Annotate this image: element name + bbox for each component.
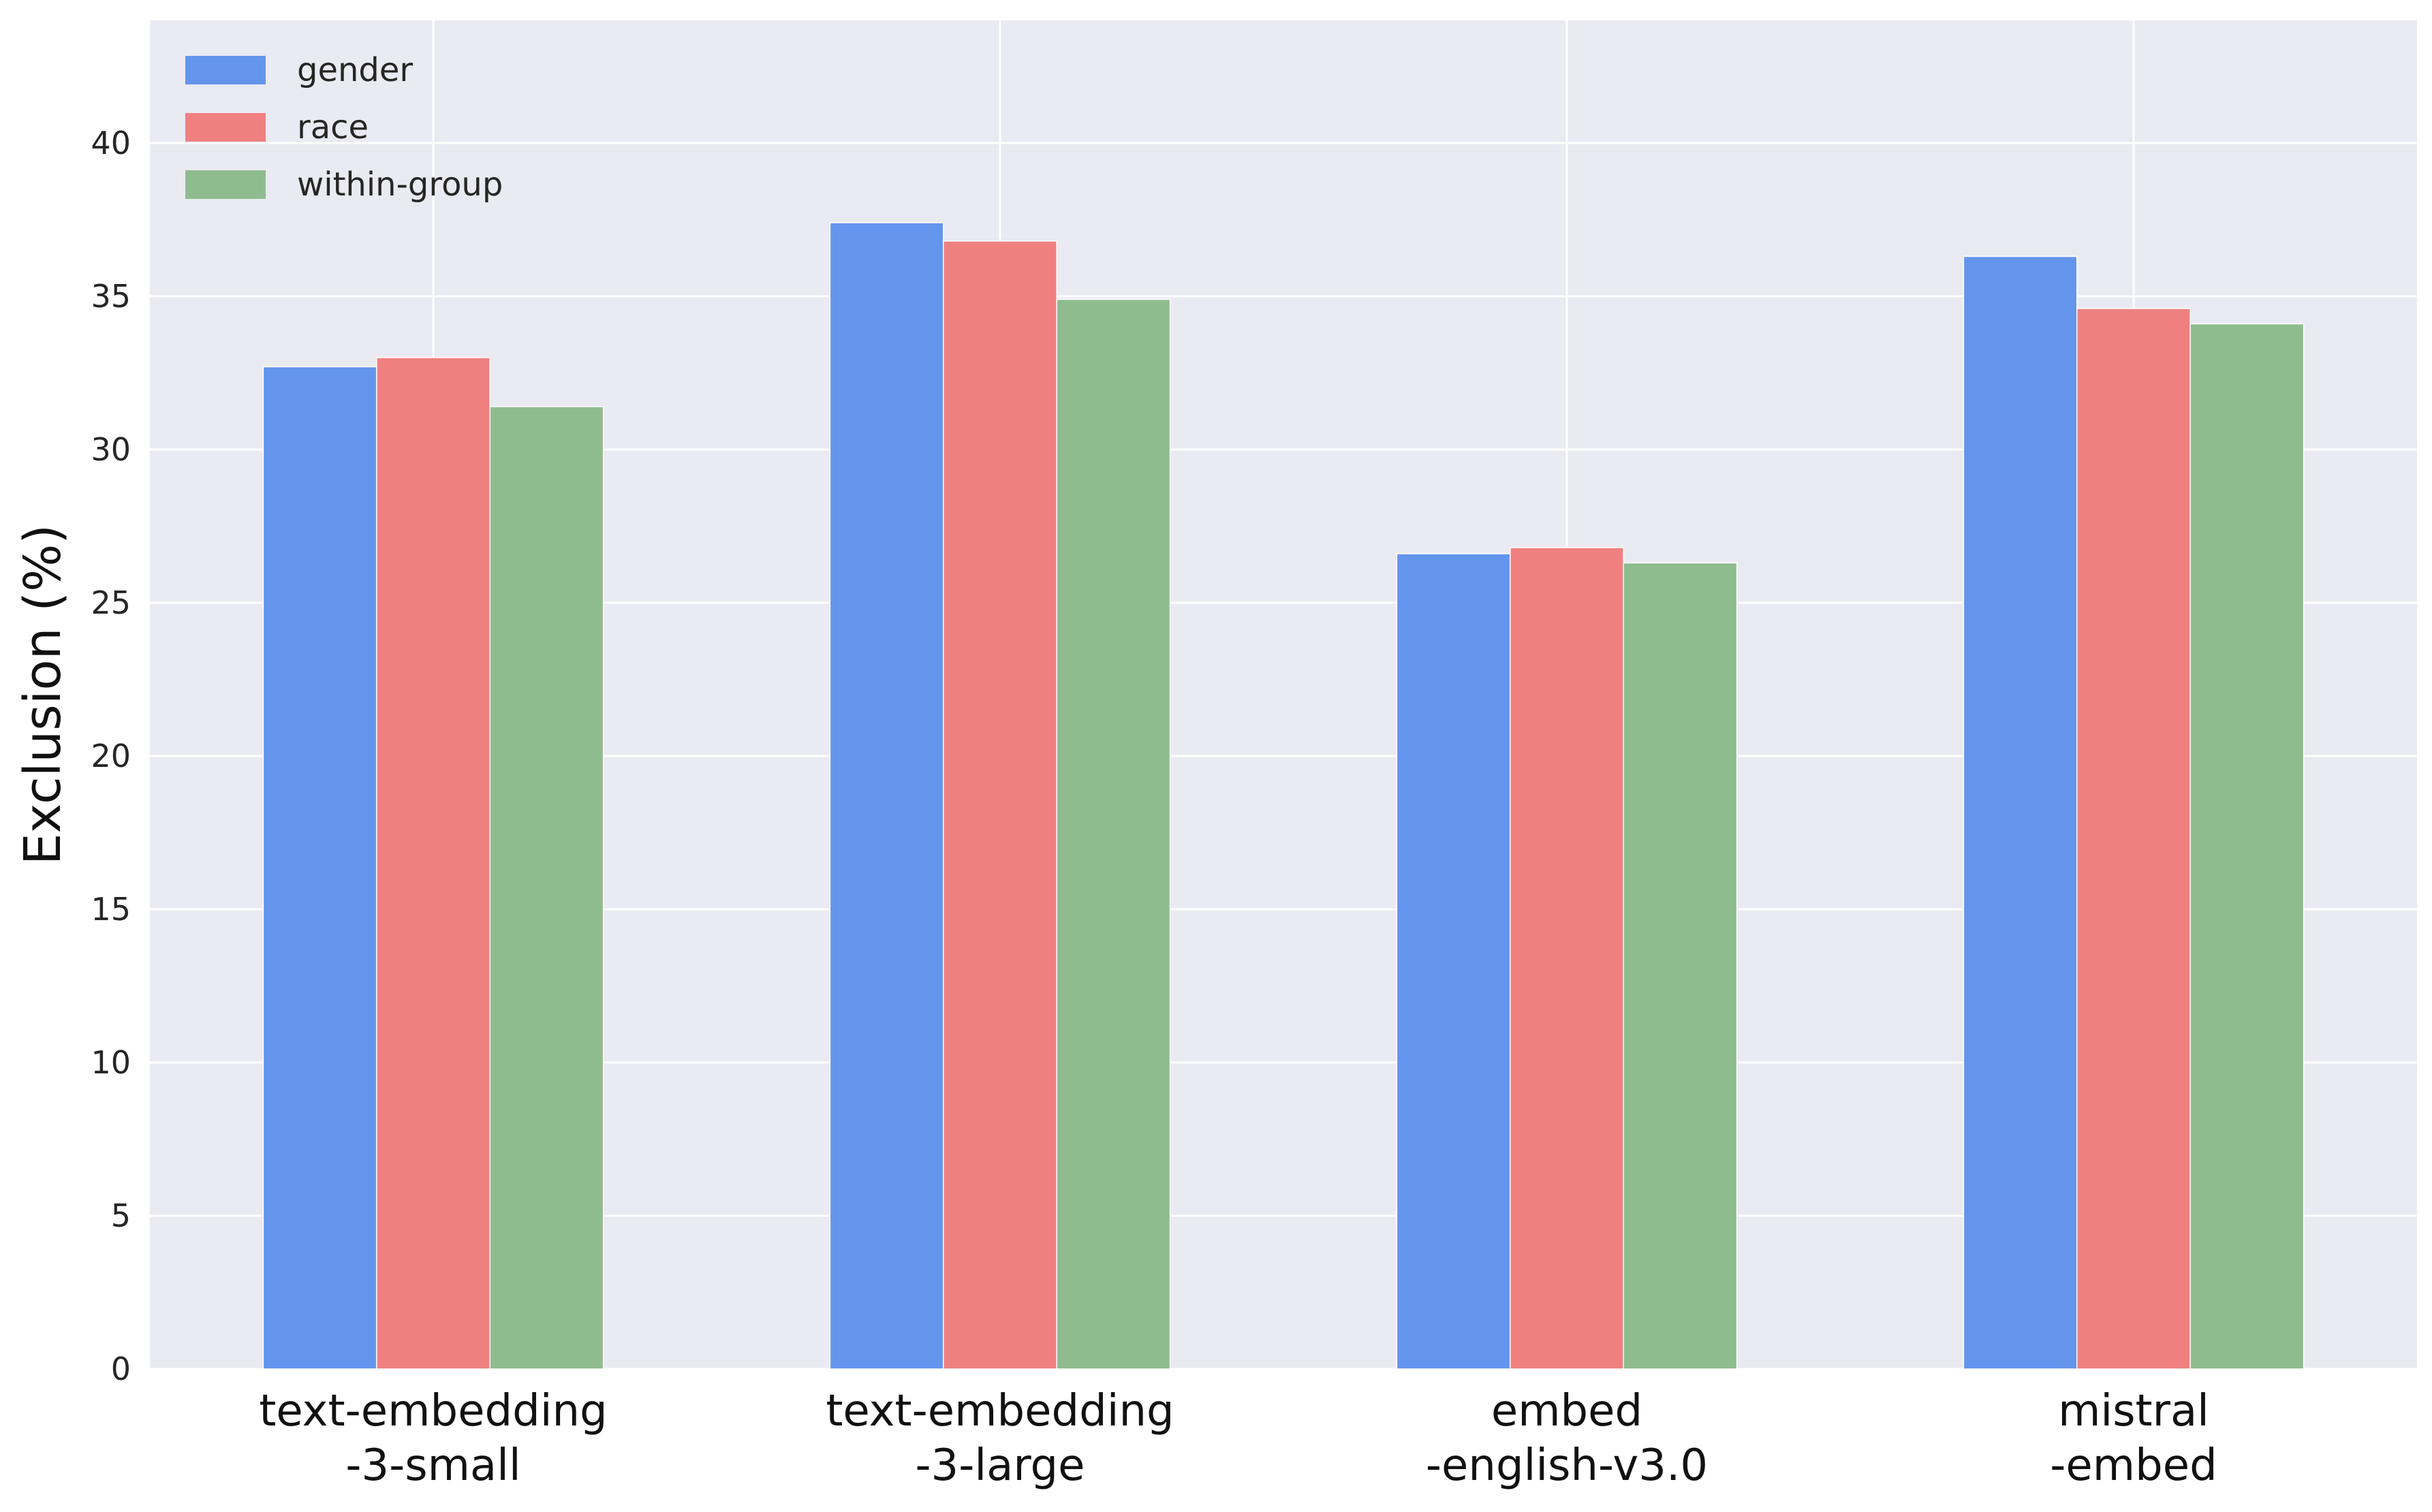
- y-tick-label: 25: [91, 584, 131, 621]
- legend-swatch-gender: [185, 56, 266, 84]
- x-tick-label: -3-large: [915, 1440, 1085, 1491]
- bar-within-group-2: [1623, 562, 1738, 1370]
- y-axis-title: Exclusion (%): [14, 524, 72, 865]
- bar-race-3: [2076, 308, 2191, 1370]
- bar-race-1: [943, 240, 1057, 1370]
- bar-gender-3: [1963, 255, 2078, 1370]
- x-tick-label: embed: [1491, 1386, 1642, 1436]
- legend-swatch-within-group: [185, 170, 266, 199]
- legend: gender race within-group: [185, 51, 503, 204]
- x-tick-label: mistral: [2058, 1386, 2209, 1436]
- bar-within-group-0: [489, 406, 604, 1370]
- y-axis-ticks: 0 5 10 15 20 25 30 35 40: [91, 125, 131, 1387]
- bar-gender-2: [1396, 553, 1511, 1370]
- y-tick-label: 5: [111, 1197, 131, 1234]
- legend-label-race: race: [297, 108, 369, 146]
- x-tick-label: text-embedding: [826, 1386, 1174, 1436]
- y-tick-label: 20: [91, 738, 131, 774]
- bar-race-2: [1510, 547, 1624, 1370]
- legend-label-gender: gender: [297, 51, 413, 89]
- legend-label-within-group: within-group: [297, 166, 503, 204]
- bars-layer: [262, 222, 2305, 1370]
- x-axis-labels: text-embedding-3-smalltext-embedding-3-l…: [259, 1386, 2217, 1491]
- x-tick-label: -embed: [2050, 1440, 2217, 1491]
- x-tick-label: -3-small: [345, 1440, 520, 1491]
- bar-within-group-3: [2189, 323, 2305, 1370]
- x-tick-label: text-embedding: [259, 1386, 607, 1436]
- bar-race-0: [376, 357, 490, 1370]
- bar-gender-0: [262, 366, 377, 1370]
- legend-swatch-race: [185, 113, 266, 142]
- y-tick-label: 0: [111, 1351, 131, 1387]
- y-tick-label: 15: [91, 891, 131, 928]
- y-tick-label: 10: [91, 1044, 131, 1081]
- bar-within-group-1: [1056, 298, 1171, 1370]
- x-tick-label: -english-v3.0: [1426, 1440, 1708, 1491]
- y-tick-label: 30: [91, 431, 131, 468]
- y-tick-label: 35: [91, 278, 131, 315]
- bar-gender-1: [829, 222, 944, 1370]
- y-tick-label: 40: [91, 125, 131, 161]
